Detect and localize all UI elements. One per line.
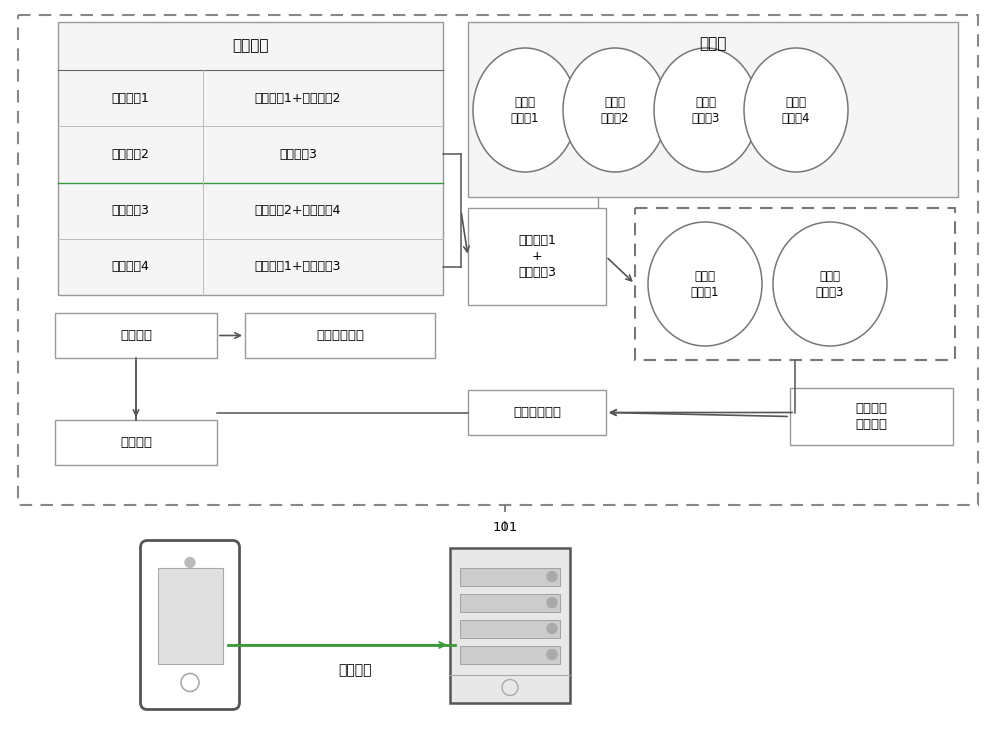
Text: 参数库: 参数库 <box>699 37 727 52</box>
Ellipse shape <box>473 48 577 172</box>
Ellipse shape <box>773 222 887 346</box>
Text: 处理类别2: 处理类别2 <box>111 148 149 161</box>
Text: 类别处
理参数1: 类别处 理参数1 <box>511 95 539 125</box>
Text: 参数标评1
+
参数标评3: 参数标评1 + 参数标评3 <box>518 234 556 279</box>
Bar <box>790 388 953 445</box>
Bar <box>18 15 978 505</box>
Bar <box>460 593 560 611</box>
Circle shape <box>547 572 557 581</box>
Text: 参数标评2+参数标评4: 参数标评2+参数标评4 <box>255 204 341 217</box>
Bar <box>635 208 955 360</box>
Circle shape <box>547 623 557 634</box>
Text: 处理类别4: 处理类别4 <box>111 261 149 273</box>
Text: 初始数值
处理函数: 初始数值 处理函数 <box>856 402 888 431</box>
Circle shape <box>547 650 557 659</box>
Bar <box>245 313 435 358</box>
Ellipse shape <box>563 48 667 172</box>
Ellipse shape <box>744 48 848 172</box>
Text: 类别处
理参数2: 类别处 理参数2 <box>601 95 629 125</box>
Bar <box>58 22 443 295</box>
Text: 数值处理函数: 数值处理函数 <box>513 406 561 419</box>
Text: 类别处
理参数1: 类别处 理参数1 <box>691 270 719 298</box>
Text: 目标处理类型: 目标处理类型 <box>316 329 364 342</box>
Text: 参数标评1+参数标评2: 参数标评1+参数标评2 <box>255 92 341 104</box>
Bar <box>468 22 958 197</box>
Text: 参数标评3: 参数标评3 <box>279 148 317 161</box>
Bar <box>460 568 560 586</box>
Text: 目标数值: 目标数值 <box>120 436 152 449</box>
Bar <box>158 568 222 664</box>
Bar <box>55 420 217 465</box>
Text: 类别处
理参数4: 类别处 理参数4 <box>782 95 810 125</box>
Text: 处理请求: 处理请求 <box>338 663 372 677</box>
Bar <box>460 620 560 638</box>
Bar <box>468 208 606 305</box>
Ellipse shape <box>648 222 762 346</box>
FancyBboxPatch shape <box>140 541 240 710</box>
Text: 类别处
理参数3: 类别处 理参数3 <box>816 270 844 298</box>
Text: 101: 101 <box>492 521 518 534</box>
Bar <box>460 646 560 663</box>
Text: 处理类别3: 处理类别3 <box>111 204 149 217</box>
Text: 处理请求: 处理请求 <box>120 329 152 342</box>
Bar <box>450 547 570 702</box>
Ellipse shape <box>654 48 758 172</box>
Text: 处理类别1: 处理类别1 <box>111 92 149 104</box>
Text: 类别处
理参数3: 类别处 理参数3 <box>692 95 720 125</box>
Bar <box>468 390 606 435</box>
Bar <box>55 313 217 358</box>
Circle shape <box>547 598 557 608</box>
Text: 参数标评1+参数标评3: 参数标评1+参数标评3 <box>255 261 341 273</box>
Circle shape <box>185 557 195 568</box>
Text: 匹配关系: 匹配关系 <box>232 38 269 53</box>
